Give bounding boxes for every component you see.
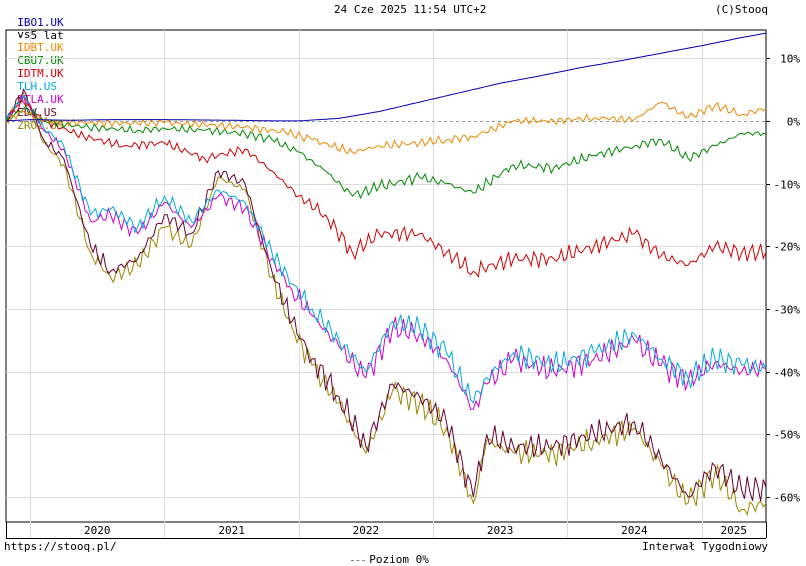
x-tick-label: 2025	[721, 524, 748, 537]
zero-dash-icon	[351, 559, 366, 561]
x-tick-label: 2021	[218, 524, 245, 537]
series-lines	[5, 32, 767, 517]
footer-interval: Interwał Tygodniowy	[642, 540, 768, 553]
y-tick-label: 10%	[780, 53, 800, 66]
series-line-dtla-uk	[5, 95, 767, 410]
y-tick-label: -10%	[774, 179, 801, 192]
x-tick-label: 2022	[353, 524, 380, 537]
chart-header: IBO1.UK - 5 lat	[4, 3, 64, 42]
y-tick-label: -60%	[774, 492, 801, 505]
legend-idbt[interactable]: IDBT.UK	[17, 41, 64, 54]
x-tick-label: 2024	[621, 524, 648, 537]
vs-label: vs	[17, 28, 31, 41]
x-axis: 2020 2021 2022 2023 2024 2025	[6, 522, 767, 539]
x-tick-label: 2023	[487, 524, 514, 537]
series-line-ibo1-uk	[5, 32, 767, 122]
period-label: - 5 lat	[17, 29, 64, 42]
footer-zero-level: Poziom 0%	[338, 540, 429, 566]
chart-grid	[5, 29, 767, 538]
footer-url[interactable]: https://stooq.pl/	[4, 540, 117, 553]
x-tick-label: 2020	[84, 524, 111, 537]
series-line-idtm-uk	[5, 99, 767, 279]
series-line-zroz-us	[5, 91, 767, 517]
y-tick-label: -50%	[774, 429, 801, 442]
y-tick-label: -30%	[774, 304, 801, 317]
chart-date: 24 Cze 2025 11:54 UTC+2	[334, 3, 487, 16]
series-line-cbu7-uk	[5, 105, 767, 200]
main-ticker[interactable]: IBO1.UK	[17, 16, 64, 29]
series-line-tlh-us	[5, 94, 767, 405]
copyright: (C)Stooq	[715, 3, 768, 16]
series-line-edv-us	[5, 88, 767, 502]
zero-level-label: Poziom 0%	[369, 553, 429, 566]
legend-idtm[interactable]: IDTM.UK	[17, 67, 64, 80]
y-tick-label: -40%	[774, 367, 801, 380]
plot-frame	[5, 29, 767, 523]
y-tick-label: 0%	[787, 116, 801, 129]
legend-tlh[interactable]: TLH.US	[17, 80, 57, 93]
y-tick-label: -20%	[774, 241, 801, 254]
y-axis: 10% 0% -10% -20% -30% -40% -50% -60%	[766, 53, 800, 505]
legend-cbu7[interactable]: CBU7.UK	[17, 54, 64, 67]
series-line-idbt-uk	[5, 101, 767, 155]
